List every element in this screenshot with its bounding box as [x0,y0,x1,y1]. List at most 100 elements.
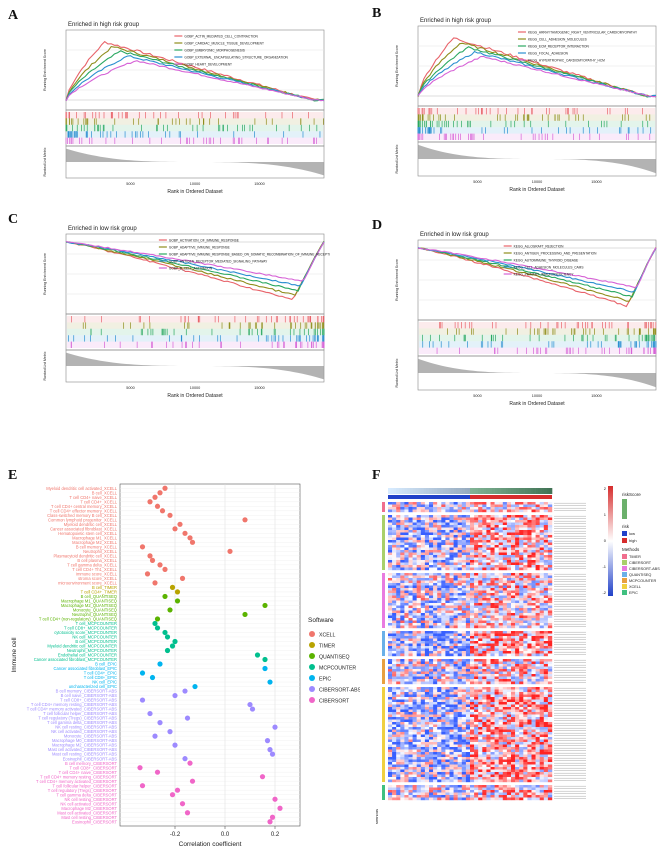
heatmap-cell [478,633,483,637]
heatmap-cell [465,714,471,718]
heatmap-cell [527,613,532,616]
heatmap-cell [506,552,512,556]
heatmap-cell [523,651,528,654]
heatmap-cell [453,562,458,566]
heatmap-cell [482,687,487,690]
heatmap-cell [527,742,532,745]
heatmap-cell [547,535,553,538]
heatmap-cell [478,608,483,611]
heatmap-cell [539,608,544,611]
heatmap-cell [482,550,487,553]
heatmap-cell [465,659,471,662]
heatmap-cell [392,638,397,642]
heatmap-cell [478,547,483,551]
heatmap-cell [400,702,405,705]
heatmap-cell [478,707,483,710]
heatmap-cell [416,527,421,531]
heatmap-cell [457,676,462,680]
heatmap-cell [474,542,479,546]
heatmap-cell [420,535,426,538]
heatmap-cell [474,666,479,670]
heatmap-cell [453,520,458,523]
immune-cell-label: B cell_MCPCOUNTER [75,639,117,644]
heatmap-cell [416,585,421,589]
heatmap-cell [543,689,549,693]
heatmap-cell [433,727,438,730]
heatmap-cell [474,664,479,667]
heatmap-cell [388,719,393,723]
heatmap-cell [404,689,409,693]
heatmap-cell [543,724,549,728]
heatmap-cell [478,739,483,743]
heatmap-cell [502,562,508,566]
immune-cell-label: NK cell_MCPCOUNTER [72,635,117,640]
heatmap-cell [543,697,549,700]
heatmap-cell [441,598,446,601]
heatmap-cell [416,681,421,685]
heatmap-cell [470,547,475,551]
heatmap-cell [502,739,508,743]
heatmap-cell [506,598,512,601]
heatmap-cell [449,567,454,571]
heatmap-cell [535,522,540,526]
heatmap-cell [502,712,508,715]
riskscore-annotation-cell [478,488,482,494]
gsea-title: Enriched in low risk group [68,226,137,232]
heatmap-cell [457,694,462,698]
heatmap-cell [527,573,532,576]
heatmap-cell [392,583,397,586]
heatmap-cell [424,732,430,735]
heatmap-cell [445,588,450,591]
heatmap-cell [547,729,553,733]
heatmap-cell [498,648,503,652]
heatmap-cell [482,732,487,735]
heatmap-cell [490,590,495,594]
heatmap-cell [523,648,528,652]
heatmap-cell [412,598,417,601]
heatmap-cell [519,527,524,531]
heatmap-cell [478,620,483,624]
heatmap-cell [547,605,553,609]
heatmap-cell [400,605,405,609]
heatmap-cell [478,537,483,541]
heatmap-cell [527,605,532,609]
heatmap-cell [457,540,462,543]
heatmap-cell [416,520,421,523]
heatmap-cell [547,585,553,589]
heatmap-cell [498,653,503,657]
immune-cell-label: immune score_XCELL [76,571,118,576]
heatmap-cell [498,565,503,568]
heatmap-cell [465,522,471,526]
heatmap-cell [429,547,434,551]
heatmap-cell [482,623,487,626]
heatmap-cell [449,727,454,730]
heatmap-cell [404,674,409,677]
heatmap-cell [437,502,442,505]
heatmap-cell [461,699,467,703]
heatmap-cell [547,697,553,700]
heatmap-cell [506,615,512,619]
heatmap-cell [490,620,495,624]
heatmap-cell [424,603,430,606]
heatmap-cell [400,638,405,642]
heatmap-cell [412,633,417,637]
heatmap-cell [392,641,397,644]
heatmap-cell [478,709,483,713]
heatmap-cell [412,659,417,662]
heatmap-cell [498,681,503,685]
heatmap-cell [490,714,495,718]
heatmap-cell [506,583,512,586]
heatmap-cell [420,641,426,644]
heatmap-cell [470,704,475,708]
heatmap-cell [396,697,401,700]
heatmap-cell [506,653,512,657]
heatmap-cell [478,729,483,733]
heatmap-cell [429,600,434,604]
heatmap-cell [486,692,491,695]
heatmap-cell [494,507,499,510]
heatmap-cell [535,679,540,682]
heatmap-cell [408,542,413,546]
heatmap-cell [449,702,454,705]
heatmap-cell [506,651,512,654]
heatmap-cell [420,615,426,619]
